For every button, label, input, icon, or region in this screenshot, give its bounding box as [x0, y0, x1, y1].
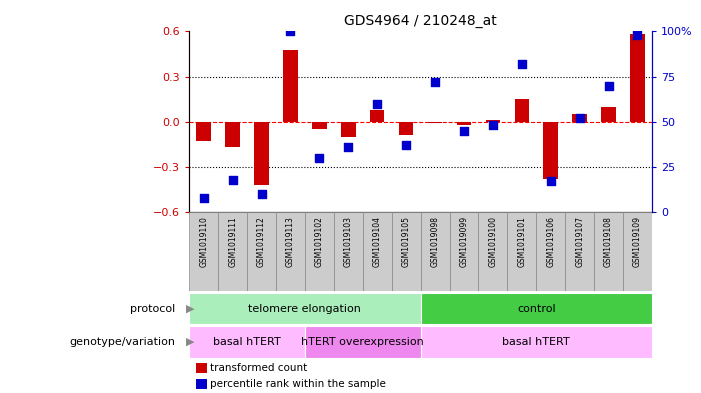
FancyBboxPatch shape [421, 212, 449, 291]
FancyBboxPatch shape [623, 212, 652, 291]
Bar [341, 122, 355, 137]
Text: basal hTERT: basal hTERT [213, 337, 281, 347]
FancyBboxPatch shape [421, 293, 652, 324]
Point [458, 128, 470, 134]
Point [400, 142, 411, 149]
Bar [283, 50, 298, 122]
Text: transformed count: transformed count [210, 363, 308, 373]
Bar [196, 122, 211, 141]
Text: GSM1019108: GSM1019108 [604, 216, 613, 267]
Text: GSM1019109: GSM1019109 [633, 216, 642, 267]
FancyBboxPatch shape [421, 326, 652, 358]
Text: telomere elongation: telomere elongation [248, 303, 362, 314]
FancyBboxPatch shape [392, 212, 421, 291]
FancyBboxPatch shape [565, 212, 594, 291]
Bar [573, 114, 587, 122]
Text: GSM1019103: GSM1019103 [343, 216, 353, 267]
Text: protocol: protocol [130, 303, 175, 314]
Text: GSM1019106: GSM1019106 [546, 216, 555, 267]
Title: GDS4964 / 210248_at: GDS4964 / 210248_at [344, 14, 497, 28]
Text: basal hTERT: basal hTERT [503, 337, 570, 347]
Point [227, 176, 238, 183]
FancyBboxPatch shape [189, 212, 218, 291]
Point [487, 122, 498, 129]
Point [574, 115, 585, 121]
FancyBboxPatch shape [189, 326, 305, 358]
Point [314, 155, 325, 161]
Text: percentile rank within the sample: percentile rank within the sample [210, 379, 386, 389]
FancyBboxPatch shape [305, 212, 334, 291]
FancyBboxPatch shape [276, 212, 305, 291]
FancyBboxPatch shape [536, 212, 565, 291]
Bar [543, 122, 558, 179]
Bar [457, 122, 471, 125]
Text: control: control [517, 303, 556, 314]
Text: GSM1019098: GSM1019098 [430, 216, 440, 267]
Point [545, 178, 557, 185]
Point [285, 28, 296, 35]
FancyBboxPatch shape [305, 326, 421, 358]
Text: GSM1019110: GSM1019110 [199, 216, 208, 267]
Text: GSM1019107: GSM1019107 [575, 216, 584, 267]
Text: GSM1019112: GSM1019112 [257, 216, 266, 267]
FancyBboxPatch shape [189, 293, 421, 324]
Text: hTERT overexpression: hTERT overexpression [301, 337, 424, 347]
Text: GSM1019111: GSM1019111 [228, 216, 237, 267]
Bar [515, 99, 529, 122]
FancyBboxPatch shape [594, 212, 623, 291]
Bar [486, 120, 500, 122]
Point [256, 191, 267, 197]
Text: GSM1019101: GSM1019101 [517, 216, 526, 267]
Text: GSM1019099: GSM1019099 [459, 216, 468, 267]
FancyBboxPatch shape [363, 212, 392, 291]
FancyBboxPatch shape [449, 212, 478, 291]
FancyBboxPatch shape [478, 212, 508, 291]
FancyBboxPatch shape [247, 212, 276, 291]
Bar [630, 35, 645, 122]
Point [372, 101, 383, 107]
FancyBboxPatch shape [218, 212, 247, 291]
Text: GSM1019104: GSM1019104 [373, 216, 382, 267]
Bar [254, 122, 268, 185]
Bar [399, 122, 414, 135]
Bar [312, 122, 327, 129]
Bar [226, 122, 240, 147]
Text: ▶: ▶ [186, 303, 194, 314]
Text: ▶: ▶ [186, 337, 194, 347]
FancyBboxPatch shape [334, 212, 363, 291]
Bar [370, 110, 384, 122]
Text: GSM1019102: GSM1019102 [315, 216, 324, 267]
Bar [601, 107, 615, 122]
FancyBboxPatch shape [508, 212, 536, 291]
Point [430, 79, 441, 85]
Point [516, 61, 527, 67]
Text: GSM1019100: GSM1019100 [489, 216, 498, 267]
Point [632, 32, 643, 38]
Point [603, 83, 614, 89]
Text: GSM1019105: GSM1019105 [402, 216, 411, 267]
Bar [428, 122, 442, 123]
Text: GSM1019113: GSM1019113 [286, 216, 295, 267]
Text: genotype/variation: genotype/variation [69, 337, 175, 347]
Point [198, 195, 210, 201]
Point [343, 144, 354, 150]
